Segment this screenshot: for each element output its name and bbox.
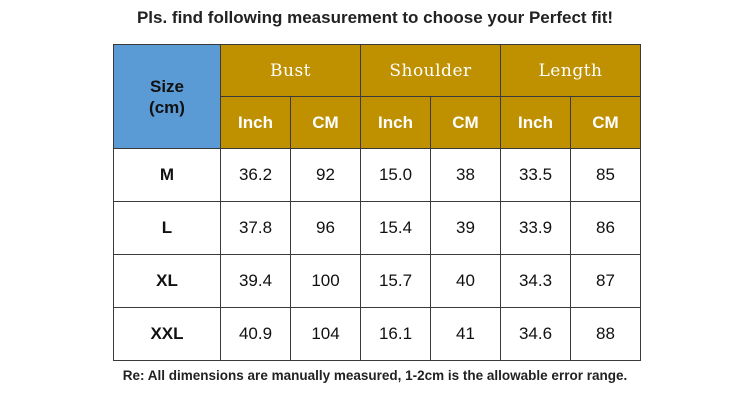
value-cell: 33.5 [500,148,571,202]
size-cell: M [113,148,221,202]
size-header-unit: (cm) [149,97,185,117]
value-cell: 100 [290,254,361,308]
unit-header-bust-inch: Inch [220,96,291,149]
group-header-row: Size (cm) Bust Shoulder Length [113,44,641,149]
value-cell: 85 [570,148,641,202]
table-row: M 36.2 92 15.0 38 33.5 85 [113,148,641,202]
value-cell: 86 [570,201,641,255]
value-cell: 40.9 [220,307,291,361]
value-cell: 15.0 [360,148,431,202]
table-row: XL 39.4 100 15.7 40 34.3 87 [113,254,641,308]
unit-header-bust-cm: CM [290,96,361,149]
size-header-label: Size [149,76,185,96]
unit-header-length-inch: Inch [500,96,571,149]
size-chart-table: Size (cm) Bust Shoulder Length Inch CM I… [113,44,641,361]
size-cell: L [113,201,221,255]
value-cell: 104 [290,307,361,361]
value-cell: 36.2 [220,148,291,202]
value-cell: 40 [430,254,501,308]
value-cell: 34.6 [500,307,571,361]
group-header-length: Length [500,44,641,97]
page-title: Pls. find following measurement to choos… [136,8,614,27]
value-cell: 88 [570,307,641,361]
size-cell: XXL [113,307,221,361]
value-cell: 33.9 [500,201,571,255]
group-header-shoulder: Shoulder [360,44,501,97]
unit-header-shoulder-cm: CM [430,96,501,149]
size-cell: XL [113,254,221,308]
value-cell: 38 [430,148,501,202]
value-cell: 87 [570,254,641,308]
value-cell: 15.7 [360,254,431,308]
value-cell: 39.4 [220,254,291,308]
table-row: L 37.8 96 15.4 39 33.9 86 [113,201,641,255]
value-cell: 92 [290,148,361,202]
value-cell: 37.8 [220,201,291,255]
group-header-bust: Bust [220,44,361,97]
value-cell: 96 [290,201,361,255]
value-cell: 41 [430,307,501,361]
measurement-note: Re: All dimensions are manually measured… [122,368,628,383]
table-row: XXL 40.9 104 16.1 41 34.6 88 [113,307,641,361]
unit-header-length-cm: CM [570,96,641,149]
value-cell: 15.4 [360,201,431,255]
unit-header-row: Inch CM Inch CM Inch CM [114,96,641,149]
unit-header-shoulder-inch: Inch [360,96,431,149]
value-cell: 16.1 [360,307,431,361]
size-header-cell: Size (cm) [113,44,221,149]
value-cell: 39 [430,201,501,255]
value-cell: 34.3 [500,254,571,308]
